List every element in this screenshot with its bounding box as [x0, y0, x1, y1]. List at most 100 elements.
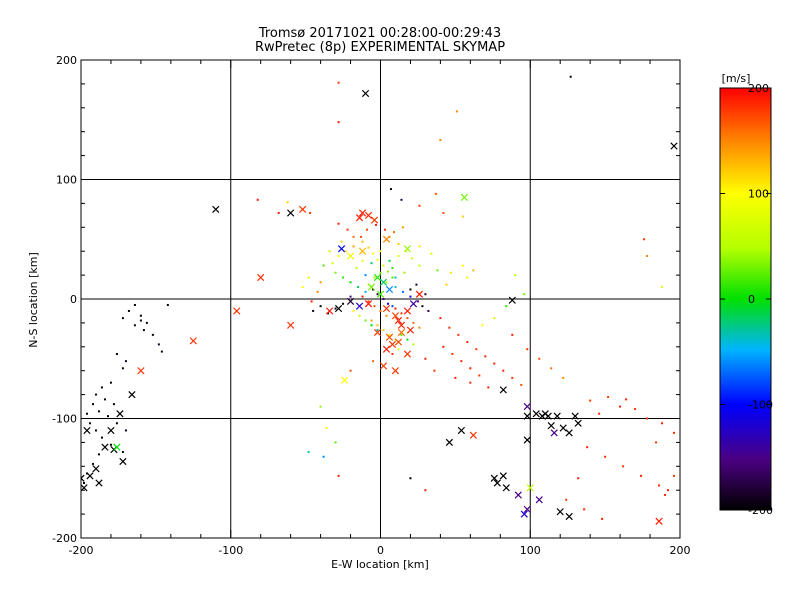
scatter-cross [415, 290, 424, 298]
scatter-dot [481, 324, 484, 327]
scatter-dot [88, 422, 91, 425]
scatter-dot [349, 295, 352, 298]
scatter-dot [667, 489, 670, 492]
scatter-dot [345, 250, 348, 253]
scatter-cross [86, 472, 94, 480]
scatter-cross [535, 496, 543, 504]
scatter-cross [469, 431, 477, 439]
colorbar-tick-label: 100 [748, 188, 769, 201]
scatter-cross [403, 245, 412, 253]
scatter-cross [541, 410, 549, 418]
scatter-dot [127, 309, 130, 312]
scatter-dot [133, 303, 136, 306]
scatter-dot [442, 345, 445, 348]
scatter-dot [448, 326, 451, 329]
scatter-dot [484, 355, 487, 358]
scatter-dot [94, 393, 97, 396]
scatter-dot [385, 314, 388, 317]
scatter-dot [312, 309, 315, 312]
scatter-cross [394, 316, 403, 325]
scatter-dot [409, 295, 412, 298]
colorbar-tick-label: -200 [748, 504, 773, 517]
colorbar-tick-label: 0 [748, 293, 755, 306]
scatter-dot [439, 139, 442, 142]
scatter-dot [583, 508, 586, 511]
scatter-dot [469, 381, 472, 384]
scatter-cross [379, 362, 388, 370]
scatter-dot [366, 228, 369, 231]
scatter-dot [661, 286, 664, 289]
scatter-dot [256, 198, 259, 201]
scatter-dot [412, 321, 415, 324]
scatter-cross [493, 479, 501, 487]
scatter-dot [487, 386, 490, 389]
scatter-dot [160, 350, 163, 353]
scatter-dot [355, 266, 358, 269]
scatter-cross [460, 193, 468, 202]
scatter-dot [309, 211, 312, 214]
scatter-dot [91, 403, 94, 406]
scatter-cross [565, 429, 573, 437]
y-tick-label: -200 [52, 532, 77, 545]
scatter-dot [349, 281, 352, 284]
scatter-dot [394, 307, 397, 310]
scatter-cross [391, 367, 400, 375]
scatter-dot [121, 367, 124, 370]
data-points [81, 75, 678, 525]
scatter-cross [81, 484, 88, 492]
scatter-cross [287, 209, 295, 217]
scatter-cross [299, 205, 307, 213]
scatter-cross [373, 273, 382, 282]
scatter-cross [189, 337, 197, 345]
scatter-dot [379, 309, 382, 312]
y-tick-label: 100 [56, 174, 77, 187]
scatter-dot [386, 302, 389, 305]
scatter-dot [340, 240, 343, 243]
scatter-cross [233, 307, 241, 315]
scatter-dot [655, 441, 658, 444]
x-tick-labels: -200 -100 0 100 200 [69, 544, 691, 557]
scatter-dot [373, 276, 376, 279]
scatter-dot [352, 309, 355, 312]
scatter-dot [382, 329, 385, 332]
scatter-dot [352, 245, 355, 248]
scatter-cross [364, 300, 373, 308]
scatter-dot [334, 441, 337, 444]
scatter-dot [622, 465, 625, 468]
scatter-dot [91, 462, 94, 465]
colorbar-tick-labels: 200 100 0 -100 -200 [720, 82, 773, 517]
scatter-dot [472, 269, 475, 272]
scatter-cross [403, 307, 412, 315]
scatter-dot [370, 319, 373, 322]
scatter-cross [445, 438, 454, 447]
scatter-cross [257, 273, 265, 282]
scatter-cross [325, 307, 334, 315]
scatter-dot [325, 427, 328, 430]
scatter-dot [337, 254, 340, 257]
scatter-dot [364, 274, 367, 277]
scatter-dot [376, 329, 379, 332]
scatter-dot [520, 384, 523, 387]
scatter-dot [607, 395, 610, 398]
scatter-dot [415, 283, 418, 286]
scatter-dot [307, 450, 310, 453]
scatter-dot [319, 281, 322, 284]
scatter-dot [391, 305, 394, 308]
scatter-cross [370, 216, 379, 224]
scatter-cross [113, 443, 121, 451]
scatter-dot [511, 376, 514, 379]
scatter-dot [379, 271, 382, 274]
x-tick-label: 200 [670, 544, 691, 557]
y-axis-label: N-S location [km] [27, 252, 40, 348]
scatter-dot [322, 264, 325, 267]
scatter-dot [367, 246, 370, 249]
scatter-dot [316, 290, 319, 293]
scatter-dot [277, 211, 280, 214]
scatter-dot [400, 198, 403, 201]
x-tick-label: -100 [218, 544, 243, 557]
scatter-dot [331, 262, 334, 265]
scatter-cross [83, 426, 91, 435]
scatter-dot [577, 477, 580, 480]
scatter-dot [433, 369, 436, 372]
